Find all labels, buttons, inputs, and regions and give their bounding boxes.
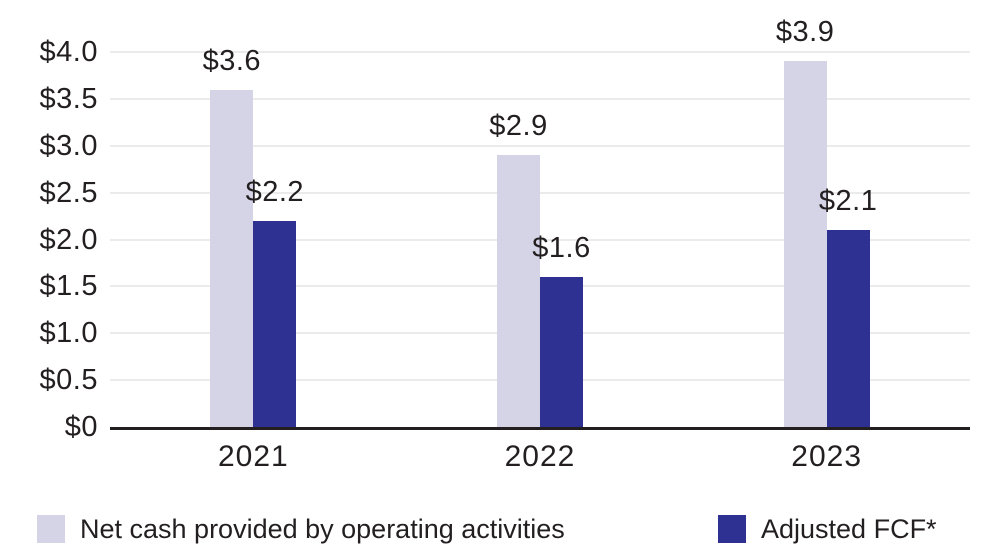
bar-2021-series2 xyxy=(253,220,297,427)
legend-swatch-icon xyxy=(37,515,65,543)
value-label: $2.1 xyxy=(818,185,878,218)
legend-item-2: Adjusted FCF* xyxy=(718,512,937,546)
legend-label: Net cash provided by operating activitie… xyxy=(80,513,565,544)
value-label: $3.6 xyxy=(202,44,262,77)
gridline-$2.5 xyxy=(110,191,970,194)
value-label: $2.2 xyxy=(245,175,305,208)
y-tick-label: $1.0 xyxy=(39,317,98,350)
bar-2023-series1 xyxy=(783,61,827,427)
x-axis-line xyxy=(110,427,970,430)
value-label: $3.9 xyxy=(775,16,835,49)
x-tick-label-2022: 2022 xyxy=(504,440,576,473)
x-tick-label-2023: 2023 xyxy=(791,440,863,473)
y-tick-label: $4.0 xyxy=(39,36,98,68)
y-tick-label: $3.0 xyxy=(39,129,98,162)
y-axis: $0 $0.5 $1.0 $1.5 $2.0 $2.5 $3.0 $3.5 $4.0 xyxy=(0,0,98,559)
value-label: $2.9 xyxy=(489,110,548,143)
y-tick-label: $2.5 xyxy=(39,176,98,209)
gridline-$3.5 xyxy=(110,97,970,100)
legend-item-1: Net cash provided by operating activitie… xyxy=(37,512,565,546)
y-tick-label: $2.0 xyxy=(39,223,98,256)
bar-2023-series2 xyxy=(826,230,870,427)
legend: Net cash provided by operating activitie… xyxy=(0,512,1001,548)
x-tick-label-2021: 2021 xyxy=(217,440,289,473)
gridline-$4.0 xyxy=(110,51,970,53)
y-tick-label: $3.5 xyxy=(39,82,98,115)
gridline-$3.0 xyxy=(110,144,970,147)
bar-2022-series1 xyxy=(497,155,540,427)
legend-swatch-icon xyxy=(718,515,746,543)
y-tick-label: $0 xyxy=(64,411,98,443)
legend-label: Adjusted FCF* xyxy=(761,513,937,544)
y-tick-label: $0.5 xyxy=(39,364,98,397)
bar-2022-series2 xyxy=(540,277,583,427)
y-tick-label: $1.5 xyxy=(39,270,98,303)
plot-area: $3.6 $2.2 $2.9 $1.6 $3.9 $2.1 xyxy=(110,16,970,430)
bar-2021-series1 xyxy=(210,89,254,427)
gridline-$2.0 xyxy=(110,238,970,241)
value-label: $1.6 xyxy=(532,232,591,264)
